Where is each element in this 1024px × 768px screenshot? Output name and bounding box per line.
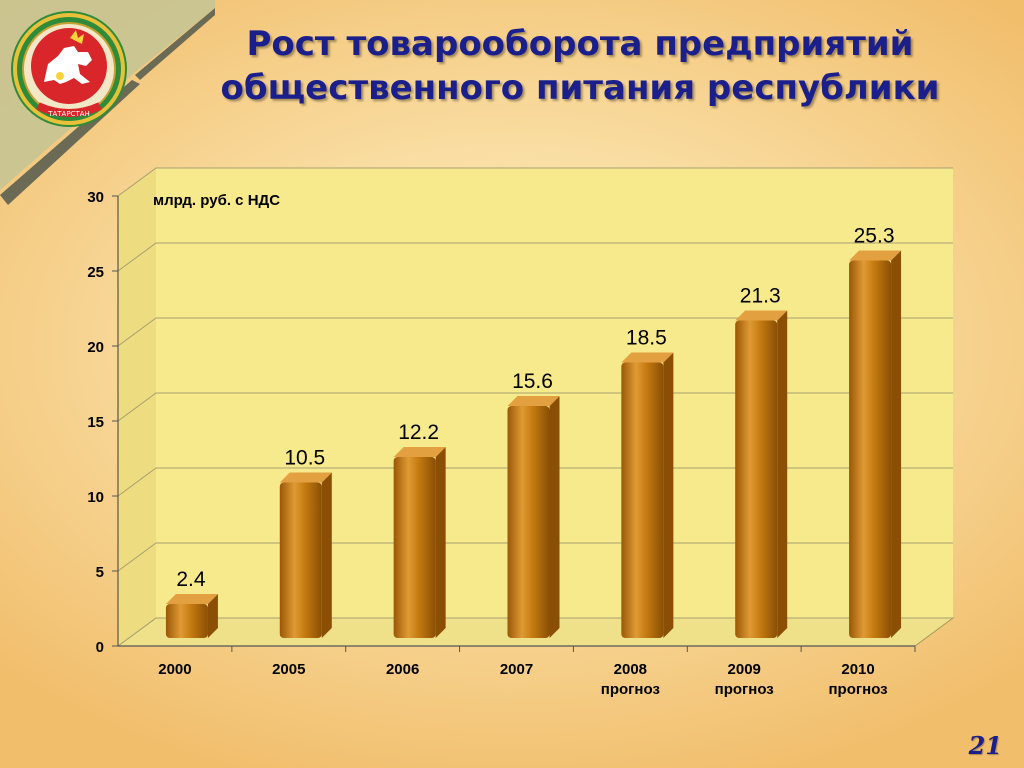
page-title: Рост товарооборота предприятий обществен… bbox=[150, 22, 1010, 110]
bar bbox=[507, 396, 560, 638]
gridline bbox=[117, 467, 953, 497]
bar-side bbox=[207, 594, 218, 638]
x-tick-label: 2005 bbox=[272, 661, 305, 678]
data-label: 18.5 bbox=[626, 327, 667, 350]
gridline bbox=[117, 542, 953, 572]
bar-front bbox=[849, 260, 892, 638]
bar-side bbox=[891, 250, 902, 638]
data-label: 25.3 bbox=[854, 225, 895, 248]
data-label: 12.2 bbox=[398, 421, 439, 444]
gridline bbox=[117, 242, 953, 272]
tatarstan-emblem-icon: ТАТАРСТАН bbox=[11, 11, 127, 127]
bar-side bbox=[663, 352, 674, 638]
bar-top bbox=[165, 594, 218, 604]
x-tick-label: 2008 bbox=[614, 661, 647, 678]
bar-top bbox=[735, 310, 788, 321]
bar-side bbox=[321, 472, 332, 638]
bar-front bbox=[393, 457, 436, 638]
y-tick-label: 5 bbox=[96, 564, 104, 581]
bar-side bbox=[549, 396, 560, 638]
bar bbox=[393, 447, 446, 638]
bar-front bbox=[621, 362, 664, 638]
y-tick-label: 10 bbox=[87, 489, 104, 506]
bar-front bbox=[735, 320, 778, 638]
x-tick-label: 2009 bbox=[728, 661, 761, 678]
x-tick-label: 2000 bbox=[158, 661, 191, 678]
y-tick-label: 15 bbox=[87, 414, 104, 431]
x-tick-label: 2010 bbox=[841, 661, 874, 678]
x-tick-label: прогноз bbox=[601, 681, 660, 698]
y-tick-label: 30 bbox=[87, 189, 104, 206]
gridline bbox=[117, 317, 953, 347]
bars: 2.4 10.5 12.2 15.6 18.5 21.3 25.3 bbox=[165, 225, 902, 638]
bar-side bbox=[435, 447, 446, 638]
bar-top bbox=[621, 352, 674, 363]
bar bbox=[849, 250, 902, 638]
bar-front bbox=[279, 482, 322, 638]
bar bbox=[735, 310, 788, 638]
data-label: 10.5 bbox=[284, 447, 325, 470]
bar-top bbox=[279, 472, 332, 483]
axes: 0 5 10 15 20 25 30 2000 2005 2006 2007 2008 прогноз 2… bbox=[87, 189, 916, 698]
data-label: 15.6 bbox=[512, 370, 553, 393]
x-tick-label: 2006 bbox=[386, 661, 419, 678]
data-label: 21.3 bbox=[740, 285, 781, 308]
bar-top bbox=[393, 447, 446, 457]
y-tick-label: 25 bbox=[87, 264, 104, 281]
bar bbox=[279, 472, 332, 638]
page-number: 21 bbox=[968, 731, 1002, 760]
gridline bbox=[117, 167, 953, 197]
x-tick-label: прогноз bbox=[715, 681, 774, 698]
emblem-text: ТАТАРСТАН bbox=[47, 110, 90, 118]
bar bbox=[621, 352, 674, 638]
bar bbox=[165, 594, 218, 638]
gridline bbox=[117, 392, 953, 422]
title-line-2: общественного питания республики bbox=[220, 68, 940, 108]
x-tick-label: 2007 bbox=[500, 661, 533, 678]
data-label: 2.4 bbox=[176, 568, 206, 591]
bar-side bbox=[777, 310, 788, 638]
bar-front bbox=[507, 406, 550, 638]
bar-top bbox=[849, 250, 902, 261]
gridline bbox=[117, 617, 953, 647]
title-line-1: Рост товарооборота предприятий bbox=[246, 24, 914, 64]
bar-top bbox=[507, 396, 560, 406]
y-tick-label: 0 bbox=[96, 639, 104, 656]
unit-label: млрд. руб. с НДС bbox=[153, 192, 280, 209]
x-tick-label: прогноз bbox=[829, 681, 888, 698]
bar-front bbox=[165, 604, 208, 638]
y-tick-label: 20 bbox=[87, 339, 104, 356]
gridlines bbox=[117, 167, 953, 647]
